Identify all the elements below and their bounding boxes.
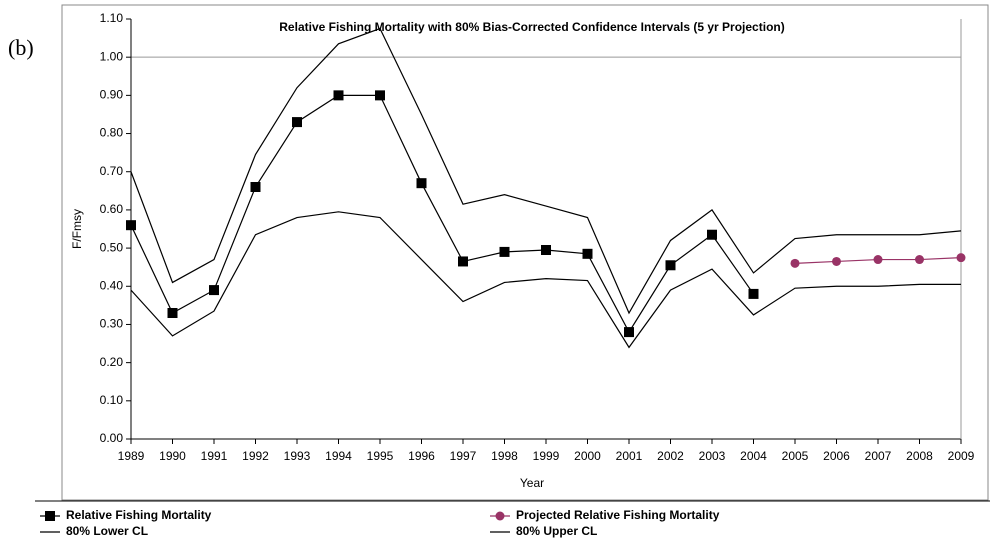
y-tick-label: 1.00 [100, 49, 124, 63]
x-tick-label: 1993 [284, 449, 311, 463]
legend-label: 80% Upper CL [516, 524, 597, 538]
x-tick-label: 1999 [533, 449, 560, 463]
data-point [499, 246, 510, 257]
x-tick-label: 2004 [740, 449, 767, 463]
data-point [333, 90, 344, 101]
x-tick-label: 2009 [948, 449, 975, 463]
x-tick-label: 1992 [242, 449, 269, 463]
x-tick-label: 2000 [574, 449, 601, 463]
legend-label: Relative Fishing Mortality [66, 508, 212, 522]
data-point [582, 248, 593, 259]
data-point [873, 255, 883, 265]
legend-label: 80% Lower CL [66, 524, 148, 538]
x-tick-label: 2007 [865, 449, 892, 463]
y-tick-label: 0.30 [100, 317, 124, 331]
chart-title: Relative Fishing Mortality with 80% Bias… [279, 20, 784, 34]
data-point [250, 182, 261, 192]
data-point [458, 256, 468, 267]
x-tick-label: 1995 [367, 449, 394, 463]
x-axis-label: Year [520, 476, 544, 490]
series-line [130, 211, 961, 349]
y-tick-label: 0.70 [100, 164, 124, 178]
y-tick-label: 0.20 [100, 355, 124, 369]
data-point [292, 117, 302, 128]
x-tick-label: 1994 [325, 449, 352, 463]
x-tick-label: 1998 [491, 449, 518, 463]
y-tick-label: 0.80 [100, 126, 124, 140]
data-point [375, 90, 385, 101]
x-tick-label: 2001 [616, 449, 643, 463]
data-point [790, 258, 800, 268]
data-point [707, 229, 717, 240]
y-tick-label: 0.10 [100, 393, 124, 407]
x-tick-label: 2003 [699, 449, 726, 463]
legend-label: Projected Relative Fishing Mortality [516, 508, 720, 522]
series-line [130, 27, 962, 315]
series-line [130, 94, 754, 334]
x-tick-label: 2005 [782, 449, 809, 463]
y-tick-label: 0.60 [100, 202, 124, 216]
data-point [915, 255, 924, 265]
data-point [956, 253, 966, 263]
data-point [624, 327, 634, 338]
data-point [748, 288, 759, 299]
y-axis-label: F/Fmsy [70, 209, 84, 249]
data-point [126, 220, 136, 231]
x-tick-label: 1990 [159, 449, 186, 463]
y-tick-label: 0.90 [100, 88, 124, 102]
data-point [541, 245, 551, 255]
y-tick-label: 1.10 [100, 11, 124, 25]
panel-label: (b) [8, 35, 34, 60]
x-tick-label: 2002 [657, 449, 684, 463]
x-tick-label: 2008 [906, 449, 933, 463]
y-tick-label: 0.00 [100, 431, 124, 445]
data-point [209, 285, 219, 296]
x-tick-label: 1996 [408, 449, 435, 463]
x-tick-label: 2006 [823, 449, 850, 463]
x-tick-label: 1997 [450, 449, 477, 463]
data-point [665, 260, 676, 271]
y-tick-label: 0.40 [100, 278, 124, 292]
y-tick-label: 0.50 [100, 240, 124, 254]
chart-frame [61, 4, 989, 501]
data-point [167, 308, 178, 318]
x-tick-label: 1989 [118, 449, 145, 463]
data-point [416, 178, 427, 189]
x-tick-label: 1991 [201, 449, 228, 463]
legend-marker [495, 511, 505, 521]
data-point [832, 256, 841, 266]
legend-marker [45, 511, 55, 521]
